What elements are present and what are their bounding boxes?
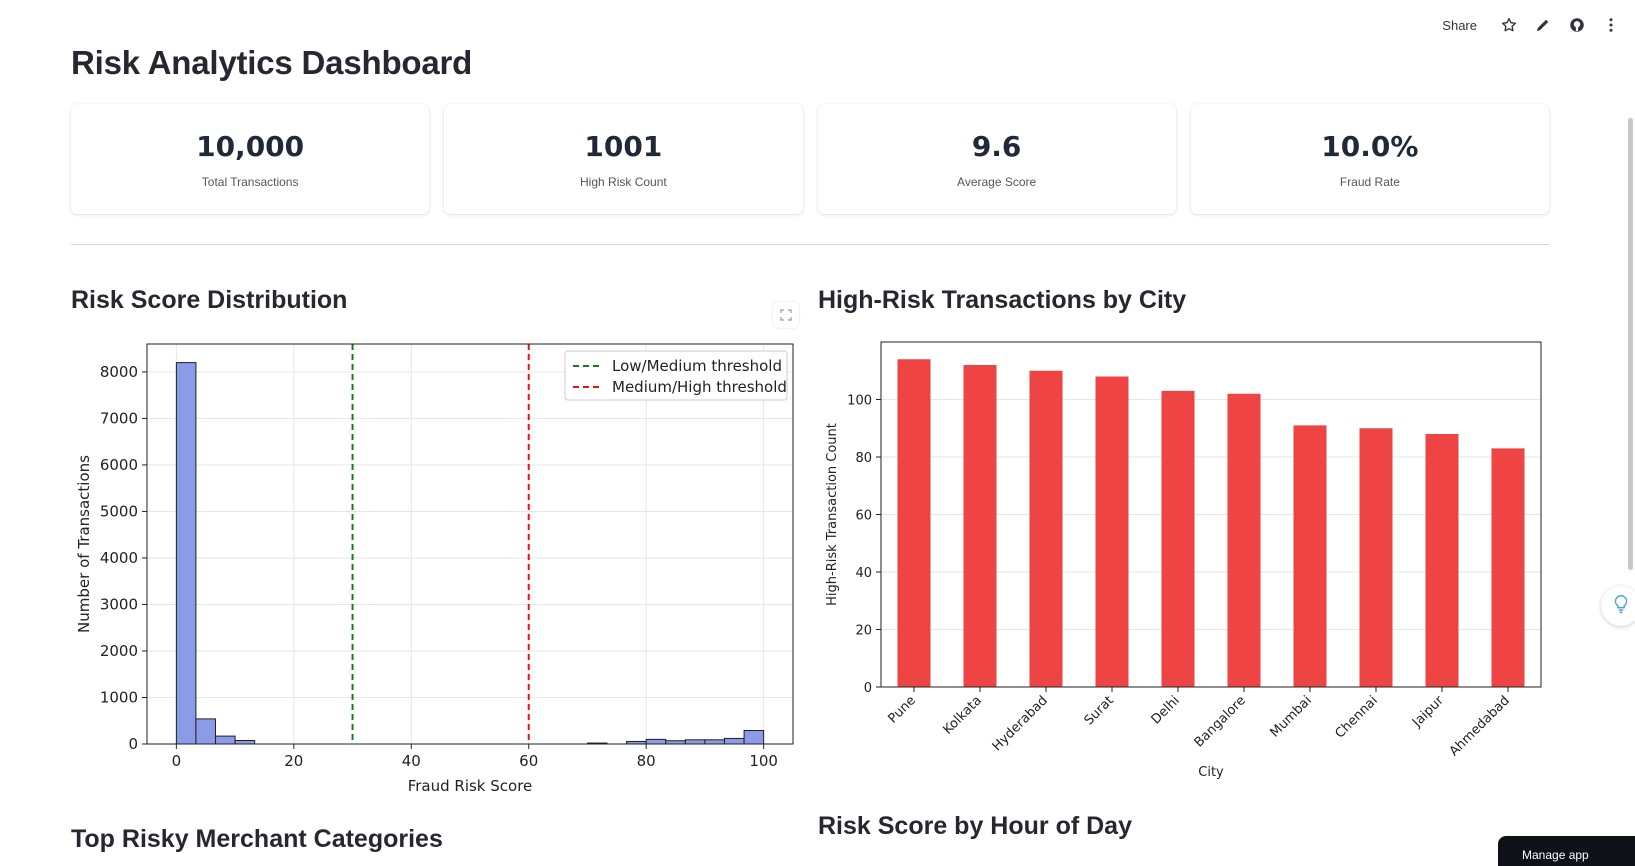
y-tick-label: 80 bbox=[855, 451, 872, 466]
scrollbar[interactable] bbox=[1628, 118, 1633, 570]
histogram-bar bbox=[215, 735, 236, 745]
city-chart-title: High-Risk Transactions by City bbox=[818, 286, 1187, 314]
y-tick-label: 1000 bbox=[100, 688, 138, 706]
x-tick-label: 60 bbox=[519, 752, 538, 770]
city-bar bbox=[1227, 393, 1261, 687]
city-bar bbox=[1293, 425, 1327, 687]
x-tick-label: 40 bbox=[402, 752, 421, 770]
histogram-bar bbox=[195, 718, 216, 745]
x-tick-label: Delhi bbox=[1149, 693, 1183, 727]
kpi-card-average-score: 9.6 Average Score bbox=[817, 104, 1176, 214]
y-tick-label: 5000 bbox=[100, 502, 138, 520]
city-bar bbox=[1491, 448, 1525, 687]
plot-frame bbox=[146, 343, 794, 745]
kpi-label: High Risk Count bbox=[580, 174, 667, 189]
app-header-toolbar: Share bbox=[1442, 14, 1635, 36]
y-tick-label: 4000 bbox=[100, 549, 138, 567]
city-bar-svg: 0 20 40 60 80 100 Pune Kolkata Hyderabad Surat Del… bbox=[825, 341, 1542, 780]
x-tick-label: 0 bbox=[172, 752, 182, 770]
histogram-bar bbox=[743, 730, 765, 745]
kpi-card-high-risk-count: 1001 High Risk Count bbox=[444, 104, 803, 214]
histogram-bar bbox=[684, 739, 706, 745]
city-bar bbox=[1095, 376, 1129, 687]
y-axis-label: Number of Transactions bbox=[75, 455, 93, 633]
y-tick-label: 0 bbox=[864, 681, 872, 696]
histogram-bar bbox=[175, 362, 197, 745]
lightbulb-icon bbox=[1610, 593, 1632, 619]
kpi-value: 10.0% bbox=[1321, 129, 1419, 163]
kpi-value: 9.6 bbox=[971, 129, 1022, 163]
x-tick-label: Ahmedabad bbox=[1447, 693, 1513, 759]
y-tick-label: 7000 bbox=[100, 409, 138, 427]
divider bbox=[71, 244, 1549, 245]
city-bar bbox=[1359, 428, 1393, 687]
y-tick-label: 20 bbox=[855, 624, 872, 639]
manage-app-label: Manage app bbox=[1522, 848, 1589, 862]
city-bar bbox=[1029, 370, 1063, 687]
histogram-bar bbox=[723, 737, 745, 745]
page-title: Risk Analytics Dashboard bbox=[71, 44, 473, 81]
fullscreen-button[interactable] bbox=[773, 302, 799, 328]
y-tick-label: 3000 bbox=[100, 595, 138, 613]
y-tick-label: 60 bbox=[855, 509, 872, 524]
histogram-svg: 0 20 40 60 80 1000100020003000400050006000700… bbox=[75, 343, 794, 795]
x-tick-label: Chennai bbox=[1332, 693, 1380, 741]
x-tick-label: Hyderabad bbox=[990, 693, 1051, 754]
legend-label: Low/Medium threshold bbox=[612, 357, 782, 375]
city-bar bbox=[1161, 390, 1195, 687]
kpi-row: 10,000 Total Transactions 1001 High Risk… bbox=[71, 104, 1549, 214]
legend-box bbox=[564, 350, 788, 401]
city-bar bbox=[1425, 434, 1459, 687]
star-icon[interactable] bbox=[1499, 15, 1519, 35]
x-tick-label: 100 bbox=[749, 752, 778, 770]
y-tick-label: 0 bbox=[128, 735, 138, 753]
kpi-value: 10,000 bbox=[196, 129, 305, 163]
kpi-label: Fraud Rate bbox=[1339, 174, 1400, 189]
histogram-bar bbox=[704, 739, 725, 745]
x-tick-label: Kolkata bbox=[940, 693, 984, 737]
kpi-value: 1001 bbox=[584, 129, 663, 163]
manage-app-button[interactable]: Manage app bbox=[1498, 836, 1635, 866]
x-tick-label: Jaipur bbox=[1409, 693, 1447, 731]
pencil-icon[interactable] bbox=[1533, 15, 1553, 35]
share-button[interactable]: Share bbox=[1442, 17, 1477, 33]
x-axis-label: City bbox=[1198, 765, 1224, 780]
expand-icon bbox=[780, 306, 792, 325]
kpi-card-total-transactions: 10,000 Total Transactions bbox=[71, 104, 430, 214]
x-tick-label: 80 bbox=[637, 752, 656, 770]
y-tick-label: 6000 bbox=[100, 456, 138, 474]
assistant-button[interactable] bbox=[1601, 586, 1635, 626]
x-tick-label: Bangalore bbox=[1192, 693, 1249, 750]
hour-of-day-title: Risk Score by Hour of Day bbox=[818, 812, 1132, 840]
x-tick-label: Surat bbox=[1082, 693, 1117, 728]
y-axis-label: High-Risk Transaction Count bbox=[825, 423, 840, 606]
y-tick-label: 2000 bbox=[100, 642, 138, 660]
github-icon[interactable] bbox=[1567, 15, 1587, 35]
x-axis-label: Fraud Risk Score bbox=[408, 777, 533, 793]
more-vert-icon[interactable] bbox=[1601, 15, 1621, 35]
city-bar-chart: 0 20 40 60 80 100 Pune Kolkata Hyderabad Surat Del… bbox=[818, 333, 1548, 793]
kpi-label: Average Score bbox=[957, 174, 1037, 189]
x-tick-label: Pune bbox=[886, 693, 919, 726]
x-tick-label: 20 bbox=[284, 752, 303, 770]
kpi-label: Total Transactions bbox=[201, 174, 299, 189]
merchant-categories-title: Top Risky Merchant Categories bbox=[71, 825, 443, 853]
city-bar bbox=[963, 365, 997, 687]
city-bar bbox=[897, 359, 931, 687]
kpi-card-fraud-rate: 10.0% Fraud Rate bbox=[1190, 104, 1549, 214]
histogram-bar bbox=[645, 738, 667, 745]
legend-label: Medium/High threshold bbox=[612, 378, 787, 396]
risk-distribution-title: Risk Score Distribution bbox=[71, 286, 348, 314]
risk-score-histogram: 0 20 40 60 80 100 0 1000 2000 3000 4000 5000 6000 700… bbox=[71, 333, 801, 795]
histogram-bar bbox=[234, 740, 256, 745]
y-tick-label: 100 bbox=[847, 394, 872, 409]
y-tick-label: 8000 bbox=[100, 363, 138, 381]
x-tick-label: Mumbai bbox=[1267, 693, 1314, 740]
y-tick-label: 40 bbox=[855, 566, 872, 581]
